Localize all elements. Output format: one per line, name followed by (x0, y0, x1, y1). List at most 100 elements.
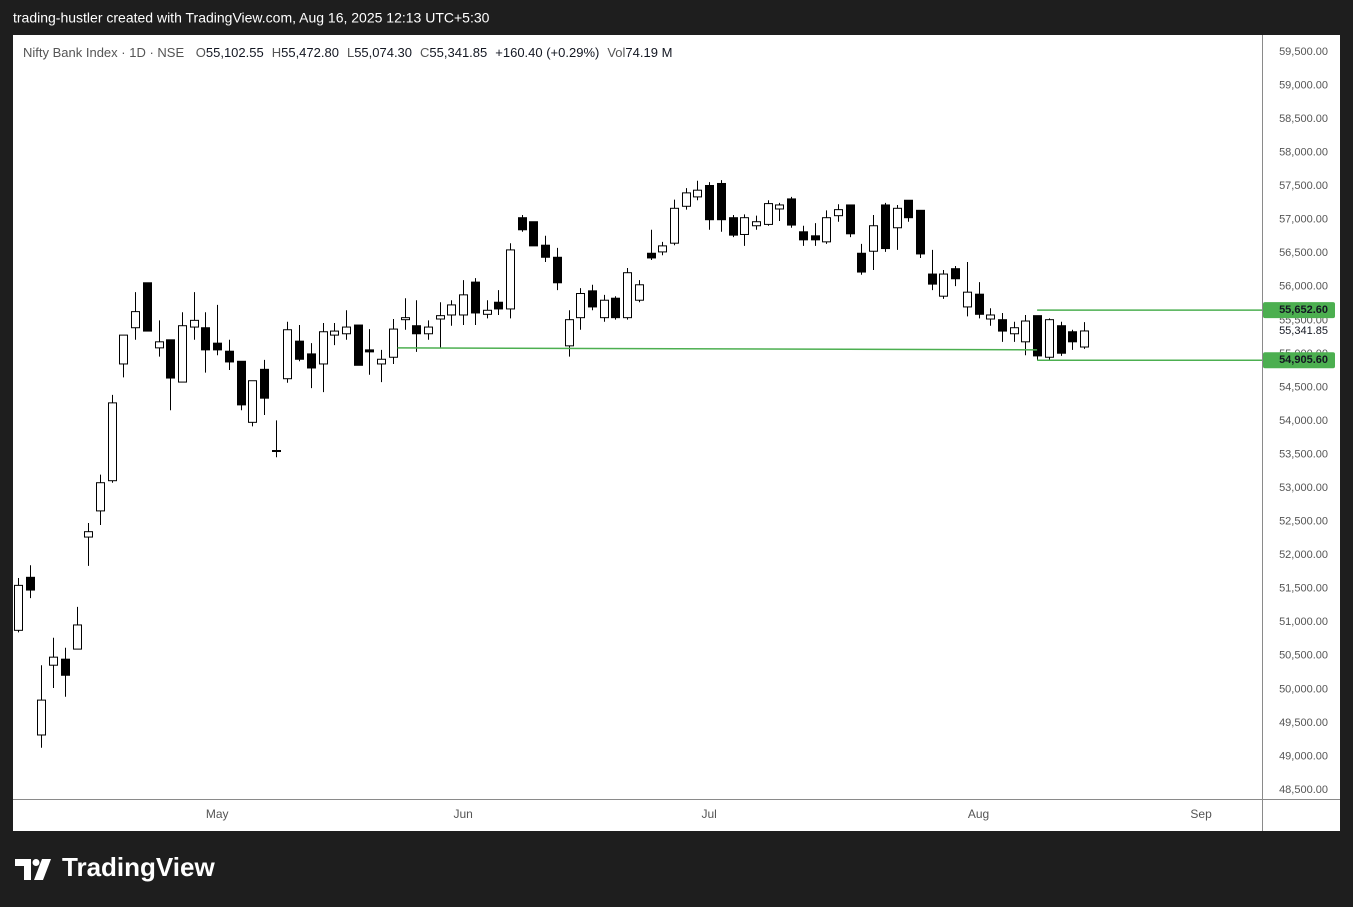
y-tick-label: 56,500.00 (1279, 247, 1328, 259)
candle-body (108, 402, 117, 482)
candle-body (295, 340, 304, 360)
y-tick-label: 51,500.00 (1279, 583, 1328, 595)
y-tick-label: 59,000.00 (1279, 79, 1328, 91)
candle-body (623, 272, 632, 319)
candle-body (1033, 315, 1042, 357)
candle-body (401, 317, 410, 321)
candle-body (518, 217, 527, 231)
candle-body (869, 225, 878, 252)
candle-body (1045, 319, 1054, 358)
legend-value: 55,074.30 (354, 45, 413, 60)
x-tick-label: Sep (1190, 807, 1212, 821)
level-label-box (1263, 302, 1335, 319)
x-tick-label: May (206, 807, 229, 821)
candle-body (96, 482, 105, 512)
candle-body (131, 311, 140, 329)
candle-body (893, 207, 902, 229)
candle-body (506, 249, 515, 310)
candle-body (319, 331, 328, 365)
candle-body (190, 319, 199, 328)
candle-body (881, 204, 890, 250)
candle-body (693, 189, 702, 198)
candle-body (939, 273, 948, 297)
candle-body (834, 209, 843, 217)
logo-text: TradingView (62, 852, 215, 882)
attribution: trading-hustler created with TradingView… (13, 10, 490, 26)
candle-body (178, 325, 187, 383)
candle-body (998, 319, 1007, 332)
candle-body (811, 235, 820, 241)
legend-key: L (346, 45, 355, 60)
last-price-label: 55,341.85 (1279, 325, 1328, 337)
candle-body (119, 334, 128, 365)
candle-body (857, 252, 866, 273)
y-tick-label: 52,000.00 (1279, 549, 1328, 561)
trend-line (397, 347, 1038, 351)
y-tick-label: 58,500.00 (1279, 113, 1328, 125)
legend-value: 55,102.55 (205, 45, 264, 60)
candle-body (799, 231, 808, 241)
candle-body (459, 294, 468, 316)
candle-body (963, 291, 972, 308)
y-tick-label: 49,500.00 (1279, 717, 1328, 729)
candle-body (494, 301, 503, 310)
candle-body (155, 341, 164, 349)
candle-body (330, 330, 339, 336)
candle-body (1068, 331, 1077, 343)
candle-body (412, 325, 421, 335)
candle-body (483, 309, 492, 315)
candle-body (775, 204, 784, 210)
candle-body (729, 217, 738, 236)
legend-key: Vol (607, 45, 626, 60)
candle-body (272, 450, 281, 453)
candle-body (764, 203, 773, 225)
candle-body (436, 315, 445, 320)
candle-body (717, 182, 726, 221)
candle-body (576, 293, 585, 319)
candle-body (213, 342, 222, 351)
y-tick-label: 48,500.00 (1279, 784, 1328, 796)
candle-body (73, 624, 82, 650)
legend-change: +160.40 (+0.29%) (495, 45, 600, 60)
candle-body (84, 531, 93, 538)
candle-body (1057, 325, 1066, 354)
y-tick-label: 52,500.00 (1279, 516, 1328, 528)
y-tick-label: 51,000.00 (1279, 616, 1328, 628)
candle-body (565, 319, 574, 347)
y-tick-label: 50,000.00 (1279, 683, 1328, 695)
x-tick-label: Jun (453, 807, 472, 821)
candle-body (705, 184, 714, 221)
x-tick-label: Jul (701, 807, 716, 821)
candle-body (342, 326, 351, 335)
candle-body (471, 281, 480, 314)
candle-body (283, 329, 292, 380)
candle-body (201, 327, 210, 351)
candle-body (61, 658, 70, 676)
legend-key: H (271, 45, 282, 60)
y-tick-label: 53,500.00 (1279, 448, 1328, 460)
symbol-title: Nifty Bank Index · 1D · NSE (23, 45, 185, 60)
candle-body (389, 328, 398, 358)
candle-body (553, 256, 562, 284)
candle-body (611, 297, 620, 319)
y-tick-label: 50,500.00 (1279, 650, 1328, 662)
y-tick-label: 56,000.00 (1279, 281, 1328, 293)
candle-body (752, 221, 761, 227)
candle-body (588, 290, 597, 308)
candle-body (354, 324, 363, 366)
y-tick-label: 54,000.00 (1279, 415, 1328, 427)
ohlc-legend: Nifty Bank Index · 1D · NSE O55,102.55 H5… (23, 45, 672, 60)
y-tick-label: 57,000.00 (1279, 214, 1328, 226)
candle-body (377, 358, 386, 365)
y-tick-label: 49,000.00 (1279, 750, 1328, 762)
chart-panel (13, 35, 1340, 831)
candle-body (225, 350, 234, 363)
candle-body (928, 273, 937, 285)
candle-body (143, 282, 152, 332)
candle-body (951, 268, 960, 280)
candle-body (787, 198, 796, 226)
candle-body (166, 339, 175, 379)
candle-body (1021, 320, 1030, 343)
